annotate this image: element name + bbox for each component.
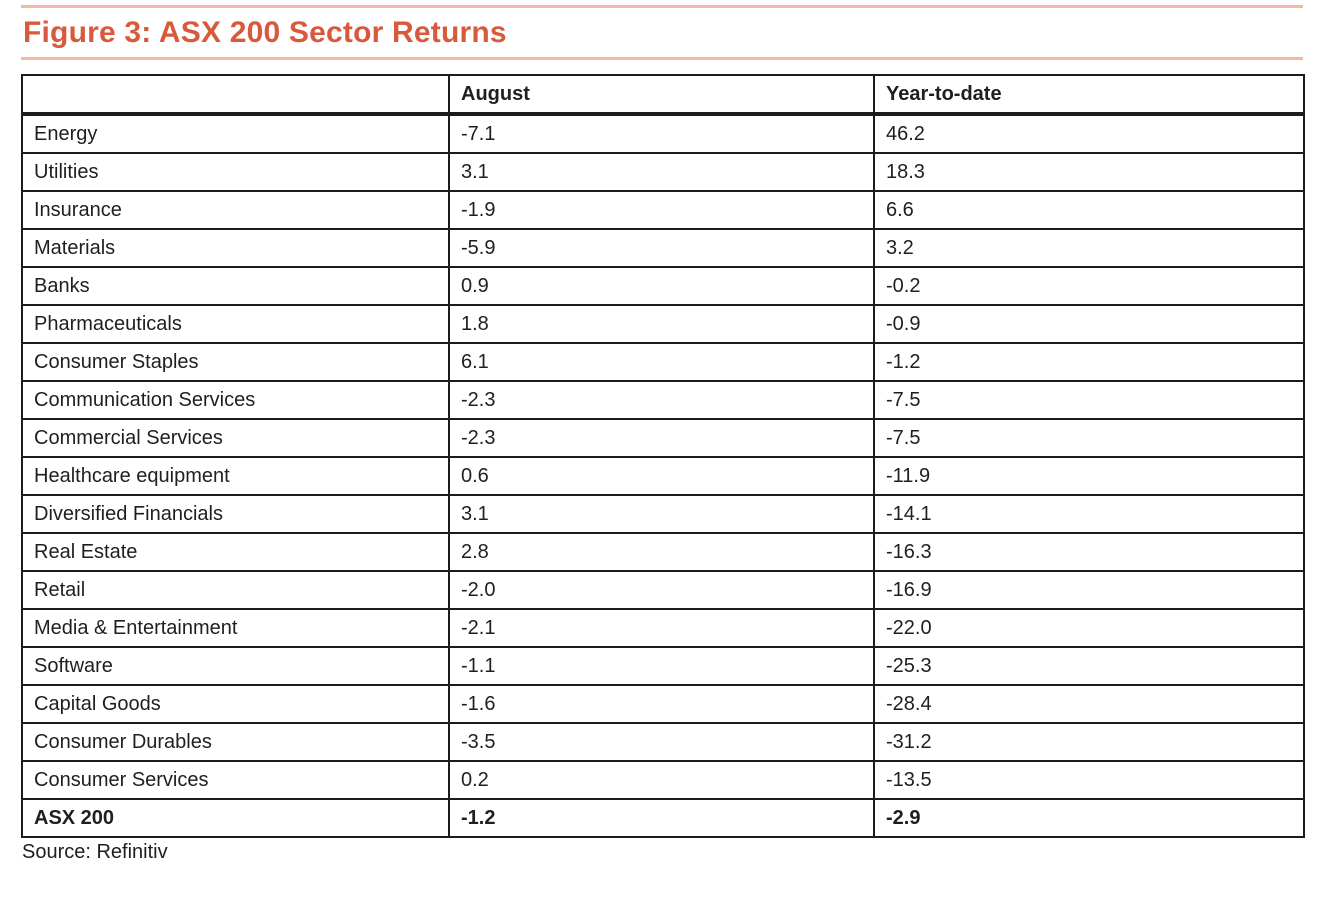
table-row: Commercial Services -2.3 -7.5 [21,418,1305,458]
august-cell: 0.9 [448,266,875,306]
august-cell: -2.3 [448,418,875,458]
table-row: Utilities 3.1 18.3 [21,152,1305,192]
august-cell: 3.1 [448,152,875,192]
august-cell: -3.5 [448,722,875,762]
ytd-cell: -31.2 [873,722,1305,762]
table-row: Healthcare equipment 0.6 -11.9 [21,456,1305,496]
august-cell: 1.8 [448,304,875,344]
august-cell: 3.1 [448,494,875,534]
sector-cell: Consumer Staples [21,342,450,382]
table-row: Software -1.1 -25.3 [21,646,1305,686]
august-cell: -1.9 [448,190,875,230]
sector-cell: Retail [21,570,450,610]
table-row: Materials -5.9 3.2 [21,228,1305,268]
sector-returns-table: August Year-to-date Energy -7.1 46.2 Utilit… [21,74,1305,838]
ytd-cell: 18.3 [873,152,1305,192]
ytd-cell: -22.0 [873,608,1305,648]
ytd-cell: -28.4 [873,684,1305,724]
august-cell: -5.9 [448,228,875,268]
ytd-cell: -25.3 [873,646,1305,686]
total-row: ASX 200 -1.2 -2.9 [21,798,1305,838]
table-body: Energy -7.1 46.2 Utilities 3.1 18.3 Insurance -… [21,113,1305,800]
table-row: Capital Goods -1.6 -28.4 [21,684,1305,724]
sector-cell: Banks [21,266,450,306]
sector-cell: Consumer Durables [21,722,450,762]
august-cell: -2.3 [448,380,875,420]
header-cell-august: August [448,74,875,116]
sector-cell: Commercial Services [21,418,450,458]
sector-cell: Media & Entertainment [21,608,450,648]
ytd-cell: -14.1 [873,494,1305,534]
table-row: Consumer Staples 6.1 -1.2 [21,342,1305,382]
table-row: Banks 0.9 -0.2 [21,266,1305,306]
august-cell: 6.1 [448,342,875,382]
ytd-cell: 46.2 [873,113,1305,154]
ytd-cell: -11.9 [873,456,1305,496]
header-cell-sector [21,74,450,116]
sector-cell: Pharmaceuticals [21,304,450,344]
table-row: Consumer Services 0.2 -13.5 [21,760,1305,800]
table-row: Insurance -1.9 6.6 [21,190,1305,230]
sector-cell: Real Estate [21,532,450,572]
sector-cell: Software [21,646,450,686]
title-underline-rule [21,57,1303,60]
ytd-cell: -0.2 [873,266,1305,306]
august-cell: -2.1 [448,608,875,648]
header-cell-ytd: Year-to-date [873,74,1305,116]
august-cell: -7.1 [448,113,875,154]
table-row: Pharmaceuticals 1.8 -0.9 [21,304,1305,344]
ytd-cell: -0.9 [873,304,1305,344]
ytd-cell: -7.5 [873,418,1305,458]
sector-cell: Utilities [21,152,450,192]
ytd-cell: 3.2 [873,228,1305,268]
sector-cell: Healthcare equipment [21,456,450,496]
sector-cell: Consumer Services [21,760,450,800]
august-cell: -2.0 [448,570,875,610]
table-row: Diversified Financials 3.1 -14.1 [21,494,1305,534]
header-row: August Year-to-date [21,74,1305,116]
table-row: Real Estate 2.8 -16.3 [21,532,1305,572]
ytd-cell: -16.9 [873,570,1305,610]
ytd-cell: 6.6 [873,190,1305,230]
table-row: Energy -7.1 46.2 [21,113,1305,154]
sector-cell: Capital Goods [21,684,450,724]
sector-cell: Diversified Financials [21,494,450,534]
table-header: August Year-to-date [21,74,1305,116]
table-row: Communication Services -2.3 -7.5 [21,380,1305,420]
sector-cell: Materials [21,228,450,268]
ytd-cell: -7.5 [873,380,1305,420]
table-footer: ASX 200 -1.2 -2.9 [21,798,1305,838]
sector-cell: Energy [21,113,450,154]
table-row: Consumer Durables -3.5 -31.2 [21,722,1305,762]
august-cell: 0.2 [448,760,875,800]
top-rule [21,5,1303,8]
total-sector-cell: ASX 200 [21,798,450,838]
ytd-cell: -1.2 [873,342,1305,382]
ytd-cell: -16.3 [873,532,1305,572]
august-cell: 2.8 [448,532,875,572]
figure-title: Figure 3: ASX 200 Sector Returns [23,16,507,49]
source-caption: Source: Refinitiv [22,841,168,863]
ytd-cell: -13.5 [873,760,1305,800]
sector-cell: Communication Services [21,380,450,420]
total-august-cell: -1.2 [448,798,875,838]
total-ytd-cell: -2.9 [873,798,1305,838]
table-row: Media & Entertainment -2.1 -22.0 [21,608,1305,648]
august-cell: 0.6 [448,456,875,496]
august-cell: -1.1 [448,646,875,686]
table-row: Retail -2.0 -16.9 [21,570,1305,610]
figure-block: Figure 3: ASX 200 Sector Returns August … [21,5,1305,863]
august-cell: -1.6 [448,684,875,724]
sector-cell: Insurance [21,190,450,230]
